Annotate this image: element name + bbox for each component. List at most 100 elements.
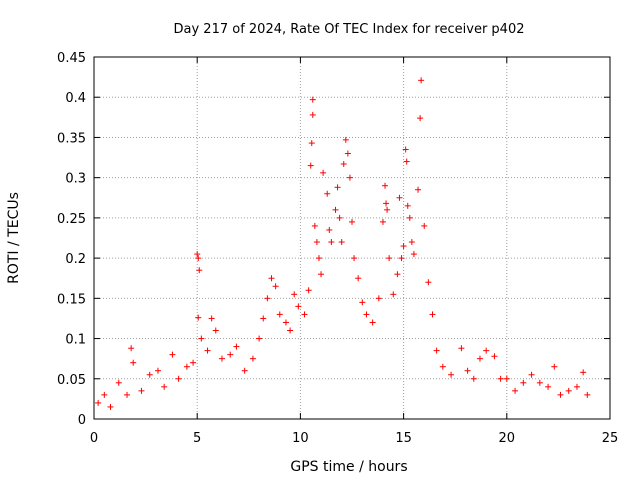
data-point [161, 383, 168, 390]
data-point [418, 77, 425, 84]
axis-ticks [93, 56, 611, 420]
data-point [433, 347, 440, 354]
data-point [175, 375, 182, 382]
data-point [318, 271, 325, 278]
data-point [276, 311, 283, 318]
data-point [338, 239, 345, 246]
data-point [398, 255, 405, 262]
data-point [233, 343, 240, 350]
y-axis-label: ROTI / TECUs [6, 192, 22, 284]
plot-frame [93, 56, 611, 420]
data-point [369, 319, 376, 326]
data-point [154, 367, 161, 374]
data-point [584, 391, 591, 398]
data-point [384, 206, 391, 213]
data-point [342, 136, 349, 143]
data-point [282, 319, 289, 326]
x-tick-labels: 0 5 10 15 20 25 [90, 431, 618, 446]
data-point [573, 383, 580, 390]
data-point [212, 327, 219, 334]
data-point [272, 283, 279, 290]
data-point [291, 291, 298, 298]
y-tick-label: 0.2 [65, 252, 86, 267]
data-point [208, 315, 215, 322]
data-point [194, 251, 201, 258]
data-point [580, 369, 587, 376]
data-point [146, 371, 153, 378]
data-point [315, 255, 322, 262]
data-point [404, 202, 411, 209]
data-point [344, 150, 351, 157]
data-point [115, 379, 122, 386]
data-point [169, 351, 176, 358]
y-tick-label: 0 [78, 413, 86, 428]
data-point [491, 353, 498, 360]
data-point [349, 218, 355, 225]
data-point [520, 379, 527, 386]
x-tick-label: 0 [90, 431, 98, 446]
x-tick-label: 15 [395, 431, 412, 446]
data-point [402, 146, 409, 153]
data-point [565, 387, 572, 394]
data-point [130, 359, 137, 366]
data-point [195, 314, 202, 321]
data-point [394, 271, 401, 278]
data-point [101, 391, 108, 398]
y-tick-labels: 0 0.05 0.1 0.15 0.2 0.25 0.3 0.35 0.4 0.45 [57, 51, 86, 428]
x-tick-label: 5 [193, 431, 201, 446]
data-point [249, 355, 256, 362]
data-point [403, 158, 410, 165]
data-point [301, 311, 308, 318]
data-point [124, 391, 131, 398]
data-point [383, 200, 390, 207]
data-point [346, 174, 353, 181]
y-tick-label: 0.4 [65, 91, 86, 106]
data-point [138, 387, 145, 394]
data-point [536, 379, 543, 386]
y-tick-label: 0.3 [65, 172, 86, 187]
data-point [421, 222, 428, 229]
data-point [464, 367, 471, 374]
data-point [183, 363, 190, 370]
data-point [309, 96, 316, 103]
data-point [128, 345, 135, 352]
data-point [415, 186, 422, 193]
data-point [476, 355, 483, 362]
data-point [264, 295, 271, 302]
data-point [241, 367, 248, 374]
data-point [390, 291, 397, 298]
data-point [308, 140, 315, 147]
data-point [295, 303, 302, 310]
data-point [268, 275, 275, 282]
data-point [448, 371, 455, 378]
data-point [497, 375, 504, 382]
data-point [324, 190, 331, 197]
data-point [355, 275, 362, 282]
y-tick-label: 0.45 [57, 51, 86, 66]
data-point [483, 347, 490, 354]
chart-title: Day 217 of 2024, Rate Of TEC Index for r… [174, 22, 525, 37]
data-point [359, 299, 366, 306]
data-point [470, 375, 477, 382]
data-point [410, 251, 417, 258]
data-point [545, 383, 552, 390]
data-point [326, 226, 333, 233]
data-point [95, 399, 102, 406]
data-point [406, 214, 413, 221]
x-tick-label: 10 [292, 431, 309, 446]
data-point [190, 359, 197, 366]
data-point [320, 169, 327, 176]
data-point [503, 375, 510, 382]
data-point [313, 239, 320, 246]
data-point [512, 387, 519, 394]
y-tick-label: 0.25 [57, 212, 86, 227]
data-point [557, 391, 564, 398]
data-point [309, 111, 316, 118]
data-point [328, 239, 335, 246]
data-point [408, 239, 415, 246]
x-axis-label: GPS time / hours [290, 459, 407, 475]
data-point [218, 355, 225, 362]
data-point [417, 115, 424, 122]
data-point [332, 206, 339, 213]
